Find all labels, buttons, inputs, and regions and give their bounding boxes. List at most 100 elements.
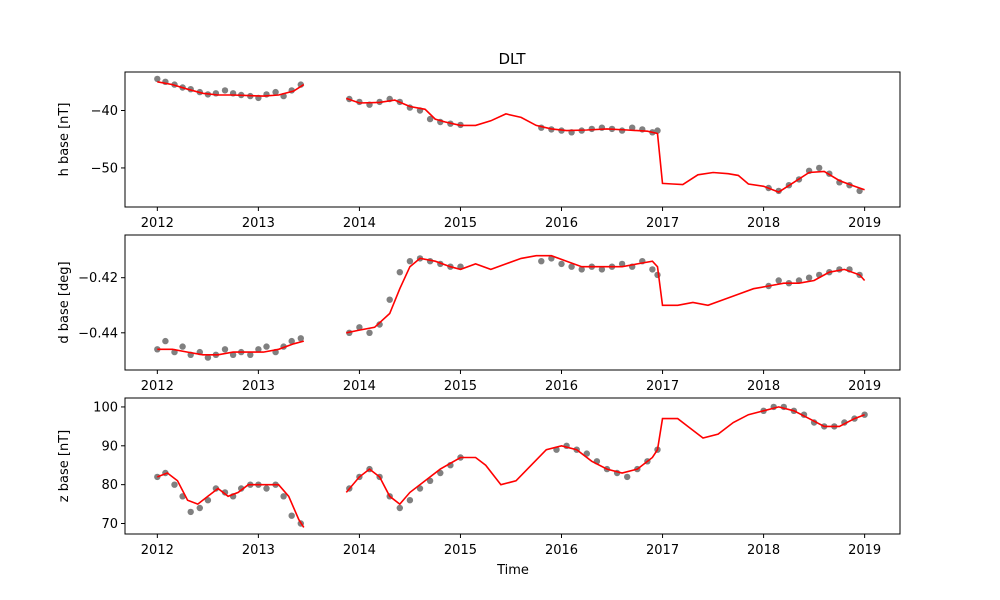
x-tick-label: 2016 — [545, 543, 578, 558]
data-point — [624, 473, 631, 481]
panel-z-base: 2012 2013 2014 2015 2016 2017 2018 2019 100 90 80 7… — [57, 397, 901, 558]
figure-title: DLT — [498, 50, 526, 68]
data-point — [280, 493, 287, 500]
x-tick-label: 2013 — [242, 216, 275, 231]
data-point — [297, 335, 304, 342]
data-point — [386, 296, 393, 303]
data-point — [366, 329, 373, 336]
data-point — [288, 337, 295, 345]
x-tick-label: 2012 — [141, 379, 174, 394]
x-tick-label: 2013 — [242, 543, 275, 558]
y-axis-label: h base [nT] — [57, 103, 72, 177]
x-tick-label: 2018 — [747, 379, 780, 394]
data-point — [179, 343, 186, 350]
y-tick-label: 70 — [101, 517, 118, 532]
y-tick-label: 90 — [101, 439, 118, 454]
data-point — [221, 87, 229, 94]
x-tick-label: 2019 — [848, 216, 881, 231]
data-point — [204, 354, 212, 361]
x-tick-label: 2015 — [444, 543, 477, 558]
data-point — [583, 450, 590, 457]
y-tick-label: −0.44 — [78, 326, 118, 341]
data-point — [247, 351, 254, 358]
data-point — [426, 115, 434, 123]
baseline-line — [157, 472, 305, 528]
x-tick-label: 2017 — [646, 379, 679, 394]
y-axis-label: d base [deg] — [57, 261, 72, 343]
panel-h-base: 2012 2013 2014 2015 2016 2017 2018 2019 −40 −50 h … — [57, 71, 901, 231]
data-point — [272, 88, 279, 96]
x-axis-label: Time — [496, 563, 529, 578]
data-point — [775, 277, 782, 284]
data-point — [154, 75, 161, 83]
x-tick-label: 2018 — [747, 543, 780, 558]
data-point — [426, 477, 434, 484]
data-point — [618, 260, 626, 268]
x-tick-label: 2017 — [646, 543, 679, 558]
data-point — [396, 504, 403, 512]
data-point — [578, 266, 585, 273]
data-point — [558, 260, 565, 268]
y-axis-label: z base [nT] — [57, 430, 72, 502]
baseline-line — [157, 340, 305, 356]
data-point — [816, 164, 823, 172]
data-point — [568, 263, 575, 270]
data-point — [376, 321, 383, 328]
data-point — [196, 504, 203, 512]
y-tick-label: −50 — [91, 161, 118, 176]
data-point — [356, 324, 363, 331]
data-point — [263, 485, 270, 492]
x-tick-label: 2016 — [545, 379, 578, 394]
x-tick-label: 2015 — [444, 379, 477, 394]
x-tick-label: 2019 — [848, 543, 881, 558]
axes-frame — [124, 71, 901, 208]
data-point — [221, 489, 229, 496]
x-tick-label: 2019 — [848, 379, 881, 394]
data-point — [775, 187, 782, 195]
data-point — [255, 346, 262, 353]
x-tick-label: 2017 — [646, 216, 679, 231]
x-tick-label: 2012 — [141, 216, 174, 231]
y-tick-label: 100 — [93, 400, 118, 415]
data-point — [437, 469, 444, 477]
data-point — [229, 351, 237, 358]
data-point — [263, 343, 270, 350]
x-tick-label: 2016 — [545, 216, 578, 231]
baseline-line — [346, 254, 866, 334]
data-point — [162, 337, 169, 345]
data-point — [538, 258, 545, 265]
data-point — [598, 266, 606, 273]
data-point — [212, 485, 220, 492]
panel-d-base: 2012 2013 2014 2015 2016 2017 2018 2019 −0.42 −0.… — [57, 234, 901, 394]
data-point — [288, 512, 295, 519]
baseline-line — [157, 81, 305, 97]
x-tick-label: 2018 — [747, 216, 780, 231]
data-point — [805, 274, 813, 281]
x-tick-label: 2015 — [444, 216, 477, 231]
x-tick-label: 2014 — [343, 543, 376, 558]
axes-frame — [124, 234, 901, 371]
data-point — [171, 481, 178, 488]
y-tick-label: 80 — [101, 478, 118, 493]
data-point — [654, 127, 661, 134]
data-point — [396, 269, 403, 276]
y-tick-label: −0.42 — [78, 271, 118, 286]
data-point — [238, 485, 245, 492]
data-point — [406, 258, 414, 265]
axes-frame — [124, 397, 901, 535]
baseline-line — [346, 97, 865, 193]
x-tick-label: 2014 — [343, 216, 376, 231]
data-point — [795, 277, 803, 284]
data-point — [649, 266, 656, 273]
y-tick-label: −40 — [91, 104, 118, 119]
x-tick-label: 2014 — [343, 379, 376, 394]
data-point — [221, 346, 229, 353]
x-tick-label: 2012 — [141, 543, 174, 558]
baseline-line — [345, 406, 865, 506]
x-tick-label: 2013 — [242, 379, 275, 394]
data-point — [629, 124, 636, 131]
data-point — [187, 508, 194, 516]
data-point — [406, 497, 414, 504]
data-point — [204, 497, 212, 504]
